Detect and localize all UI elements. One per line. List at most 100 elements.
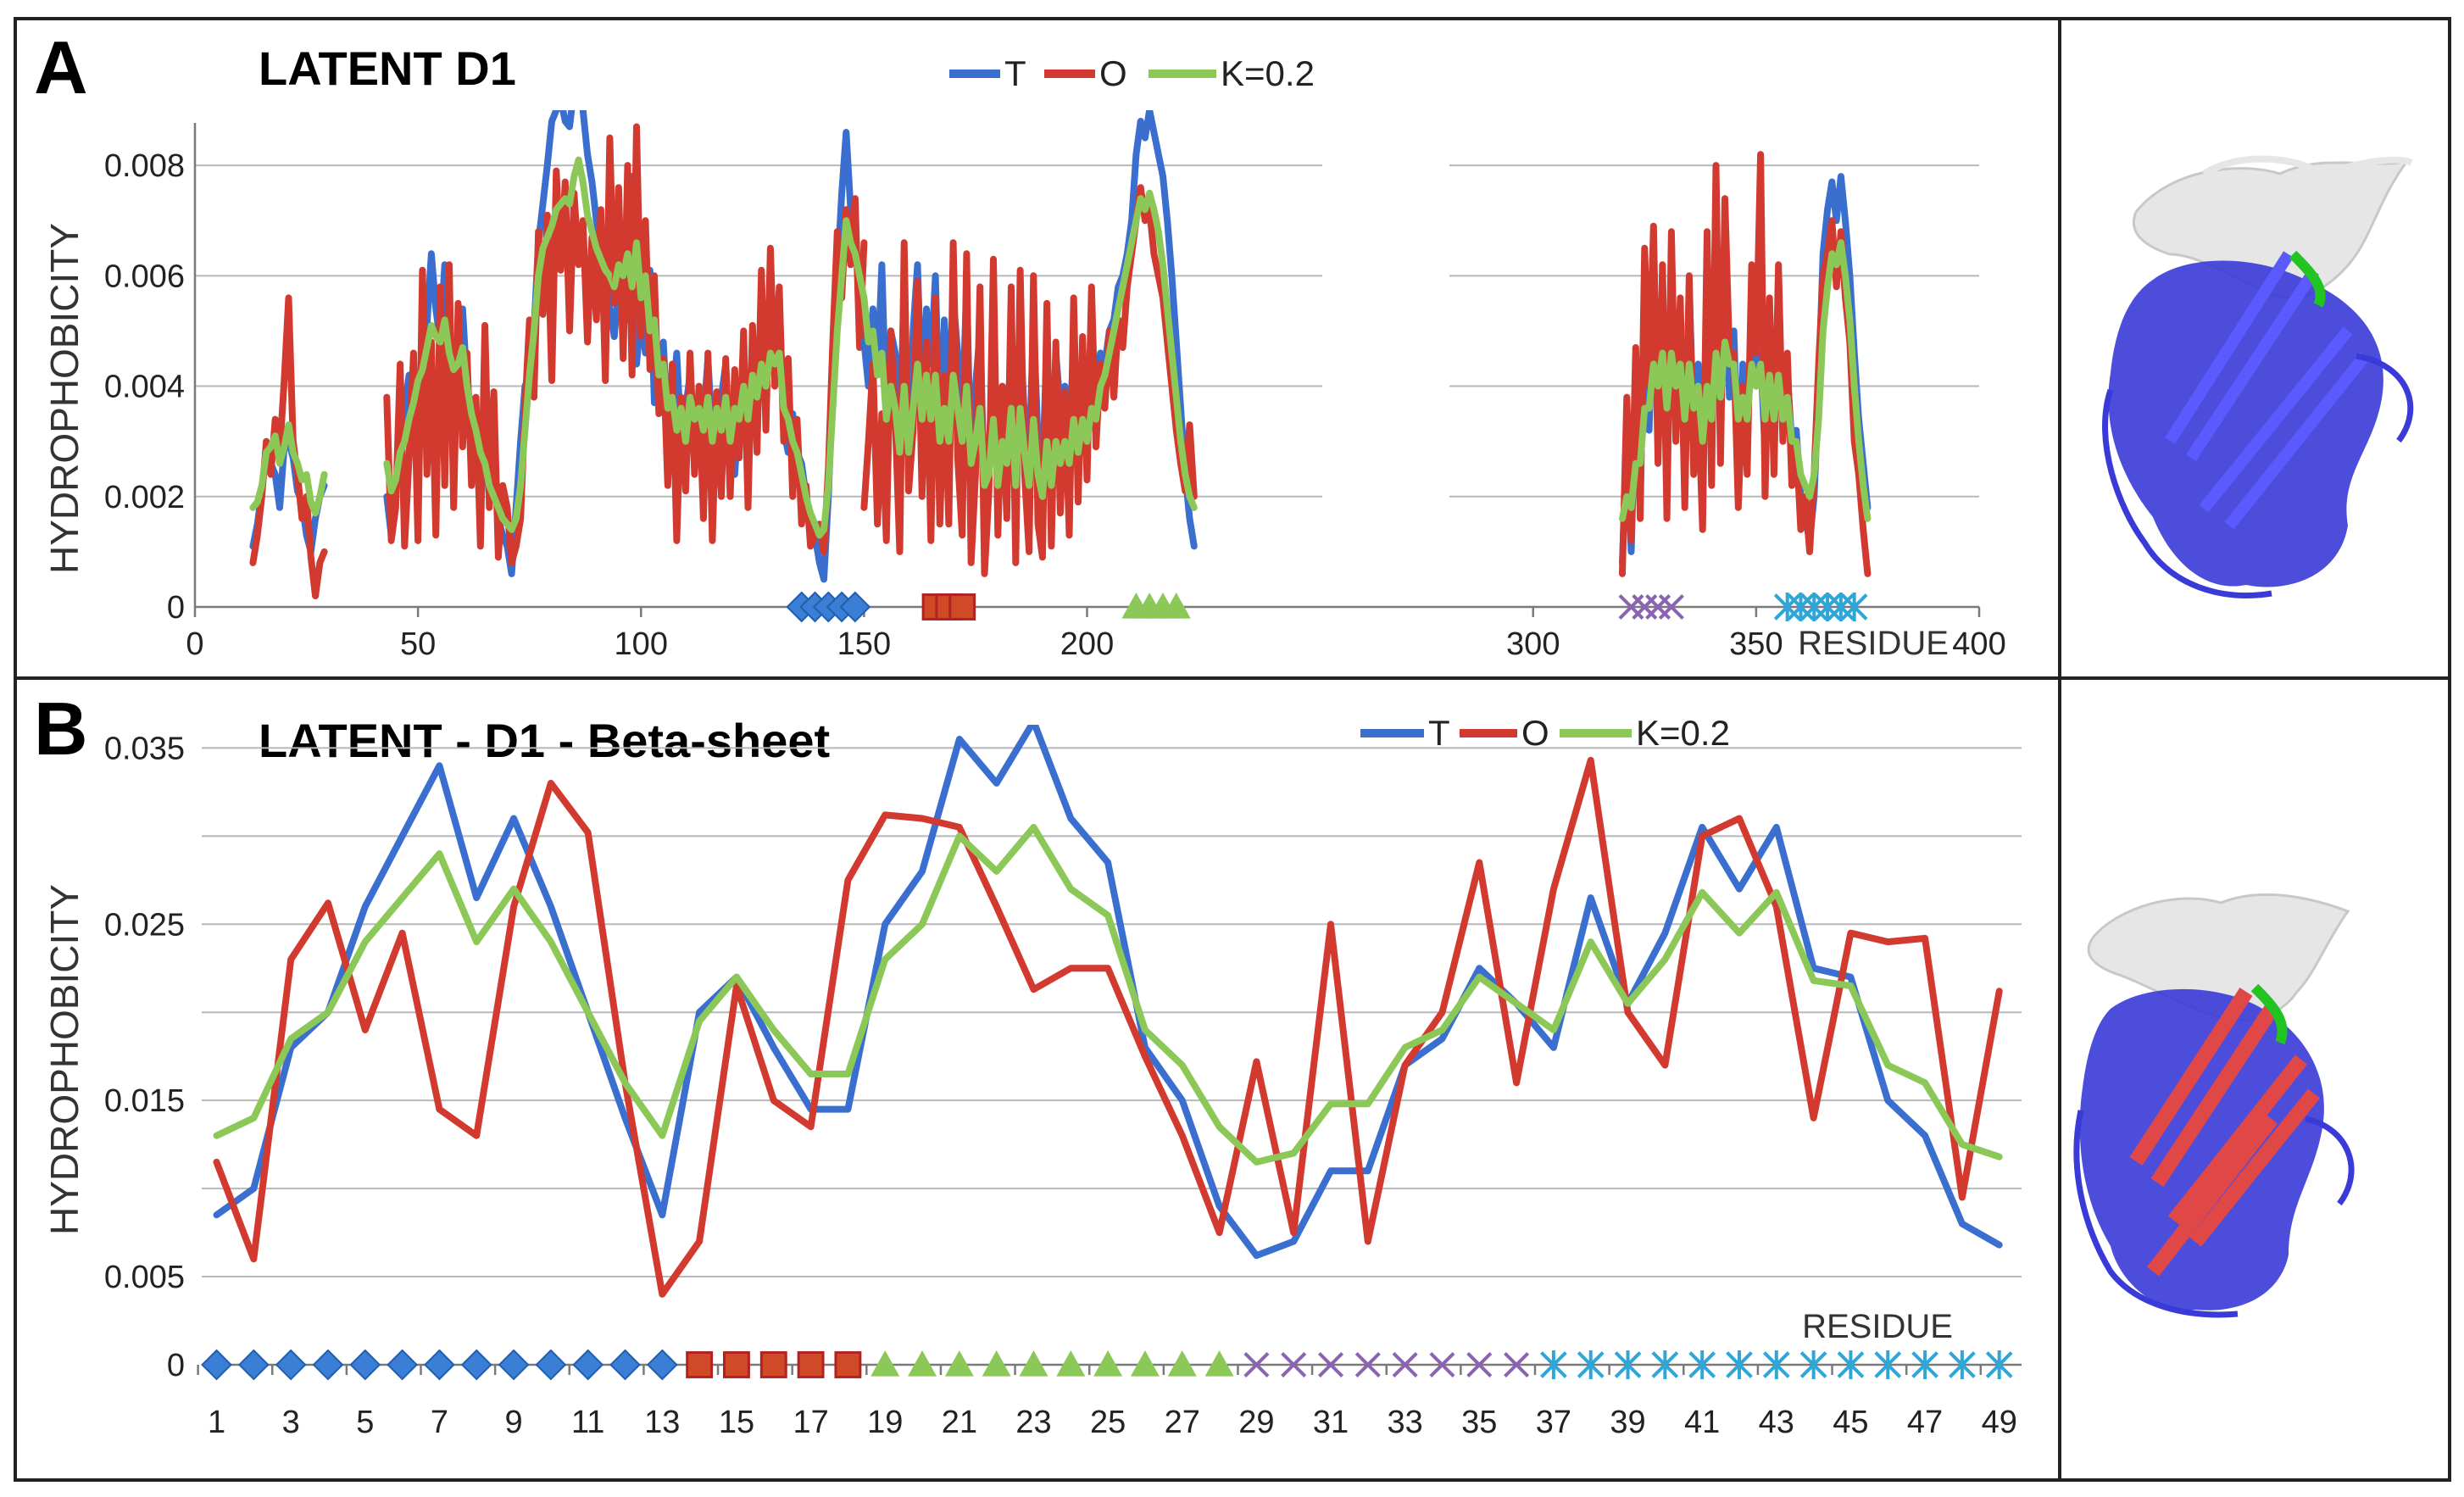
panel-a-marker-2-3 <box>1161 593 1191 619</box>
strand-a-3 <box>2199 326 2353 513</box>
panel-a-x-tick-7: 400 <box>1952 626 2005 662</box>
panel-a-x-axis-label: RESIDUE <box>1798 625 1949 662</box>
panel-b-y-ticks: 0 0.005 0.015 0.025 0.035 <box>104 731 185 1383</box>
panel-b-x-tick-17: 35 <box>1461 1405 1497 1440</box>
panel-b-marker-4-4 <box>1688 1350 1716 1379</box>
panel-b-letter: B <box>34 687 88 771</box>
panel-b-x-tick-8: 17 <box>793 1405 828 1440</box>
panel-b-x-tick-18: 37 <box>1536 1405 1571 1440</box>
panel-b-x-tick-0: 1 <box>208 1405 225 1440</box>
panel-a-x-tick-2: 100 <box>615 626 668 662</box>
panel-a-series-k-segment-1 <box>383 156 618 533</box>
helix-region-b <box>2079 988 2324 1311</box>
panel-b-x-ticks: 1 3 5 7 9 11 13 15 17 19 21 23 25 27 29 31 33 35 37 39 41 43 4… <box>197 1365 2017 1440</box>
panel-a-y-tick-4: 0.008 <box>104 148 185 184</box>
panel-b-x-tick-10: 21 <box>942 1405 977 1440</box>
strand-b-4 <box>2189 1088 2321 1247</box>
panel-b-marker-0-0 <box>201 1349 232 1381</box>
panel-a-marker-4-4 <box>1827 593 1855 621</box>
coil-loop-a <box>2201 155 2413 177</box>
panel-b-legend-o-label: O <box>1521 713 1549 753</box>
panel-a-legend-k-label: K=0.2 <box>1221 53 1315 93</box>
panel-b-series-k <box>213 823 2003 1166</box>
panel-b-marker-0-1 <box>237 1349 270 1381</box>
turn-b <box>2250 983 2288 1045</box>
panel-b-x-tick-23: 47 <box>1907 1405 1943 1440</box>
panel-a-series-o-segment-4 <box>1619 151 1872 577</box>
panel-b-legend: T O K=0.2 <box>1360 713 1730 753</box>
panel-a-title: LATENT D1 <box>259 42 516 95</box>
coil-region-b <box>2087 893 2350 1022</box>
strand-b-3 <box>2167 1055 2308 1226</box>
panel-b-series-o <box>213 756 2003 1298</box>
panel-a-series-k-segment-2 <box>610 217 868 539</box>
panel-b-marker-0-9 <box>535 1349 567 1381</box>
panel-b-x-tick-11: 23 <box>1015 1405 1051 1440</box>
panel-b-x-tick-14: 29 <box>1238 1405 1274 1440</box>
panel-b-x-tick-20: 41 <box>1684 1405 1720 1440</box>
panel-b-y-tick-3: 0.025 <box>104 907 185 943</box>
panel-b-x-tick-9: 19 <box>867 1405 903 1440</box>
panel-b-marker-0-4 <box>349 1349 381 1381</box>
turn-a <box>2289 250 2326 308</box>
panel-a-letter: A <box>34 25 88 109</box>
strand-a-2 <box>2186 268 2319 461</box>
panel-b-marker-2-2 <box>944 1350 974 1377</box>
panel-a-y-ticks: 0 0.002 0.004 0.006 0.008 <box>104 148 185 626</box>
panel-b-marker-4-7 <box>1799 1350 1827 1379</box>
panel-b-y-tick-0: 0 <box>167 1348 185 1383</box>
loops-a <box>2102 353 2414 598</box>
panel-a-x-tick-0: 0 <box>186 626 203 662</box>
panel-b-marker-4-0 <box>1540 1350 1567 1379</box>
strand-b-5 <box>2146 1114 2278 1277</box>
panel-b-x-tick-6: 13 <box>644 1405 680 1440</box>
panel-b-marker-0-3 <box>312 1349 344 1381</box>
panel-a-marker-0-4 <box>839 591 871 623</box>
panel-b-marker-1-0 <box>686 1351 714 1378</box>
panel-b-marker-4-3 <box>1651 1350 1679 1379</box>
panel-b-y-tick-2: 0.015 <box>104 1083 185 1119</box>
panel-b-marker-2-4 <box>1019 1350 1048 1377</box>
panel-b-marker-0-8 <box>498 1349 530 1381</box>
panel-b-x-axis-label: RESIDUE <box>1802 1308 1953 1345</box>
panel-b-marker-0-11 <box>609 1349 641 1381</box>
beta-strands-a <box>2165 251 2370 530</box>
panel-b-residue-markers <box>201 1349 2013 1381</box>
panel-b-marker-4-11 <box>1949 1350 1976 1379</box>
panel-b-marker-4-5 <box>1726 1350 1753 1379</box>
panel-b-x-tick-24: 49 <box>1982 1405 2017 1440</box>
panel-b-x-tick-15: 31 <box>1313 1405 1349 1440</box>
panel-b-marker-3-1 <box>1281 1351 1307 1378</box>
panel-b-marker-4-9 <box>1874 1350 1902 1379</box>
panel-a-x-tick-5: 300 <box>1506 626 1560 662</box>
panel-b-y-tick-4: 0.035 <box>104 731 185 766</box>
strand-b-2 <box>2150 1004 2278 1187</box>
panel-b-x-tick-22: 45 <box>1833 1405 1868 1440</box>
panel-a-series-k-segment-3 <box>860 189 1198 511</box>
panel-a-legend-o-label: O <box>1099 53 1127 93</box>
panel-a-series-o-segment-1 <box>383 134 618 566</box>
helix-region-a <box>2108 260 2383 587</box>
panel-a-series-k-segment-4 <box>1619 239 1872 522</box>
panel-a-legend-t-label: T <box>1004 53 1026 93</box>
panel-b-x-tick-13: 27 <box>1165 1405 1200 1440</box>
panel-borders <box>14 17 2451 1482</box>
panel-b-x-tick-12: 25 <box>1090 1405 1126 1440</box>
panel-b-marker-3-5 <box>1429 1351 1455 1378</box>
panel-b-marker-0-12 <box>646 1349 678 1381</box>
panel-a-residue-markers <box>786 591 1868 623</box>
panel-b-marker-2-8 <box>1167 1350 1197 1377</box>
panel-a: A LATENT D1 HYDROPHOBICITY RESIDUE 0 0.00… <box>34 25 2006 662</box>
protein-structure-b <box>2073 893 2355 1318</box>
panel-a-marker-1-2 <box>948 593 976 621</box>
panel-a-x-tick-6: 350 <box>1729 626 1783 662</box>
coil-region-a <box>2132 159 2411 300</box>
loops-b <box>2073 1110 2355 1318</box>
panel-b-gridlines <box>202 747 2022 1278</box>
panel-a-x-tick-4: 200 <box>1060 626 1114 662</box>
panel-b-marker-2-9 <box>1204 1350 1234 1377</box>
panel-b-marker-3-6 <box>1466 1351 1493 1378</box>
beta-strands-b <box>2129 988 2321 1277</box>
panel-b-marker-0-6 <box>424 1349 455 1381</box>
